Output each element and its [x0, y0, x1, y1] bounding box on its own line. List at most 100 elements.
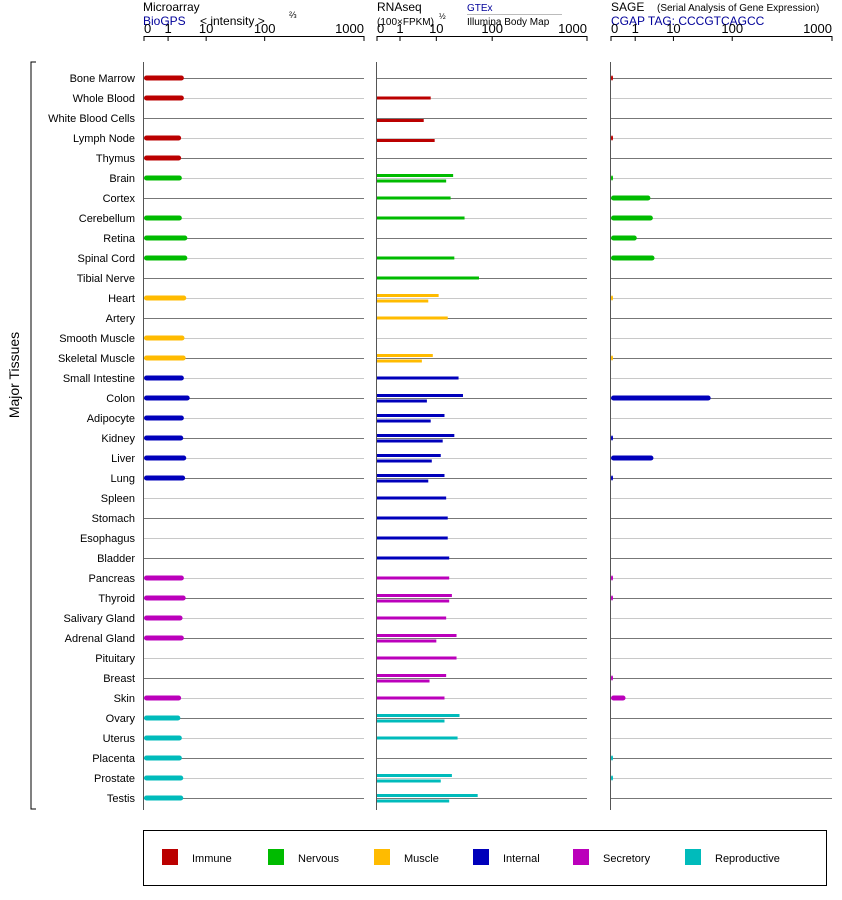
tissue-label: Lymph Node	[73, 133, 135, 145]
microarray-bar	[144, 295, 187, 301]
legend-swatch	[162, 849, 178, 865]
tissue-label: Tibial Nerve	[77, 273, 135, 285]
microarray-bar	[144, 95, 184, 101]
gtex-bar	[377, 656, 457, 660]
sage-bar	[611, 455, 654, 461]
legend-item-nervous: Nervous	[268, 849, 339, 865]
gtex-bar	[377, 794, 478, 797]
tissue-label: Kidney	[101, 433, 135, 445]
panel-axes: 0 1 10 100 1000 0 1 10 100 1000 0 1 10 100 1000	[143, 21, 833, 810]
tissue-row: Retina	[103, 233, 832, 245]
illumina-bar	[377, 299, 429, 303]
microarray-bar	[144, 375, 184, 381]
tissue-label: Brain	[109, 173, 135, 185]
tick-label: 100	[254, 21, 276, 36]
tissue-label: Breast	[103, 673, 135, 685]
gtex-bar	[377, 276, 479, 280]
tissue-row: Salivary Gland	[63, 613, 832, 625]
tissue-label: Stomach	[92, 513, 135, 525]
gtex-bar	[377, 556, 450, 560]
tissue-label: Bladder	[97, 553, 135, 565]
legend-label: Immune	[192, 853, 232, 865]
tissue-label: Ovary	[106, 713, 136, 725]
microarray-bar	[144, 335, 185, 341]
legend-item-reproductive: Reproductive	[685, 849, 780, 865]
microarray-header: Microarray BioGPS < intensity > ⅔	[143, 0, 297, 28]
microarray-bar	[144, 215, 182, 221]
tissue-label: White Blood Cells	[48, 113, 135, 125]
gtex-bar	[377, 216, 465, 220]
microarray-bar	[144, 615, 183, 621]
illumina-bar	[377, 479, 429, 483]
tick-label: 1000	[558, 21, 587, 36]
tissue-label: Bone Marrow	[70, 73, 135, 85]
tissue-row: Spinal Cord	[78, 253, 832, 265]
microarray-bar	[144, 775, 184, 781]
legend-swatch	[473, 849, 489, 865]
tissue-row: Breast	[103, 673, 832, 685]
illumina-bar	[377, 399, 427, 403]
tissue-label: Esophagus	[80, 533, 136, 545]
tissue-row: Thyroid	[98, 593, 832, 605]
microarray-bar	[144, 795, 184, 801]
tissue-row: Bladder	[97, 553, 832, 565]
gtex-bar	[377, 736, 458, 740]
tissue-label: Prostate	[94, 773, 135, 785]
tick-label: 100	[721, 21, 743, 36]
rnaseq-units: (100×FPKM)	[377, 17, 434, 28]
legend-label: Secretory	[603, 853, 651, 865]
microarray-bar	[144, 755, 182, 761]
microarray-bar	[144, 475, 186, 481]
microarray-title: Microarray	[143, 0, 200, 14]
tissue-rows: Bone Marrow Whole Blood White Blood Cells L…	[48, 73, 832, 805]
illumina-bar	[377, 799, 450, 803]
sage-header: SAGE (Serial Analysis of Gene Expression…	[611, 0, 819, 28]
tissue-label: Colon	[106, 393, 135, 405]
illumina-bar	[377, 459, 432, 463]
tissue-label: Cortex	[103, 193, 136, 205]
tissue-row: Tibial Nerve	[77, 273, 832, 285]
illumina-bar	[377, 599, 450, 603]
tissue-label: Liver	[111, 453, 135, 465]
tissue-label: Thymus	[96, 153, 136, 165]
tick-label: 0	[611, 21, 618, 36]
sage-bar	[611, 295, 613, 301]
tick-label: 1	[164, 21, 171, 36]
tissue-row: Heart	[108, 293, 832, 305]
tissue-label: Salivary Gland	[63, 613, 135, 625]
microarray-bar	[144, 455, 187, 461]
legend-item-secretory: Secretory	[573, 849, 651, 865]
legend-swatch	[573, 849, 589, 865]
tissue-label: Adipocyte	[87, 413, 135, 425]
sage-bar	[611, 575, 613, 581]
biogps-source: BioGPS	[143, 14, 186, 28]
tissue-row: Lymph Node	[73, 133, 832, 145]
microarray-bar	[144, 575, 184, 581]
sage-tag: CGAP TAG: CCCGTCAGCC	[611, 14, 765, 28]
tissue-label: Small Intestine	[63, 373, 135, 385]
illumina-bar	[377, 419, 431, 423]
legend-label: Internal	[503, 853, 540, 865]
legend-item-muscle: Muscle	[374, 849, 439, 865]
legend-swatch	[268, 849, 284, 865]
tissue-label: Cerebellum	[79, 213, 135, 225]
tissue-label: Heart	[108, 293, 135, 305]
gtex-bar	[377, 454, 441, 457]
gtex-bar	[377, 634, 457, 637]
microarray-bar	[144, 175, 182, 181]
legend-label: Nervous	[298, 853, 339, 865]
microarray-bar	[144, 135, 182, 141]
gtex-bar	[377, 474, 445, 477]
tissue-label: Pancreas	[89, 573, 136, 585]
tissue-label: Thyroid	[98, 593, 135, 605]
legend-item-internal: Internal	[473, 849, 540, 865]
microarray-bar	[144, 435, 184, 441]
tissue-label: Skeletal Muscle	[58, 353, 135, 365]
major-tissues-label: Major Tissues	[6, 332, 22, 418]
tissue-row: Thymus	[96, 153, 832, 165]
sage-bar	[611, 135, 613, 141]
gtex-bar	[377, 316, 448, 320]
tissue-label: Smooth Muscle	[59, 333, 135, 345]
tissue-row: Adipocyte	[87, 413, 832, 425]
